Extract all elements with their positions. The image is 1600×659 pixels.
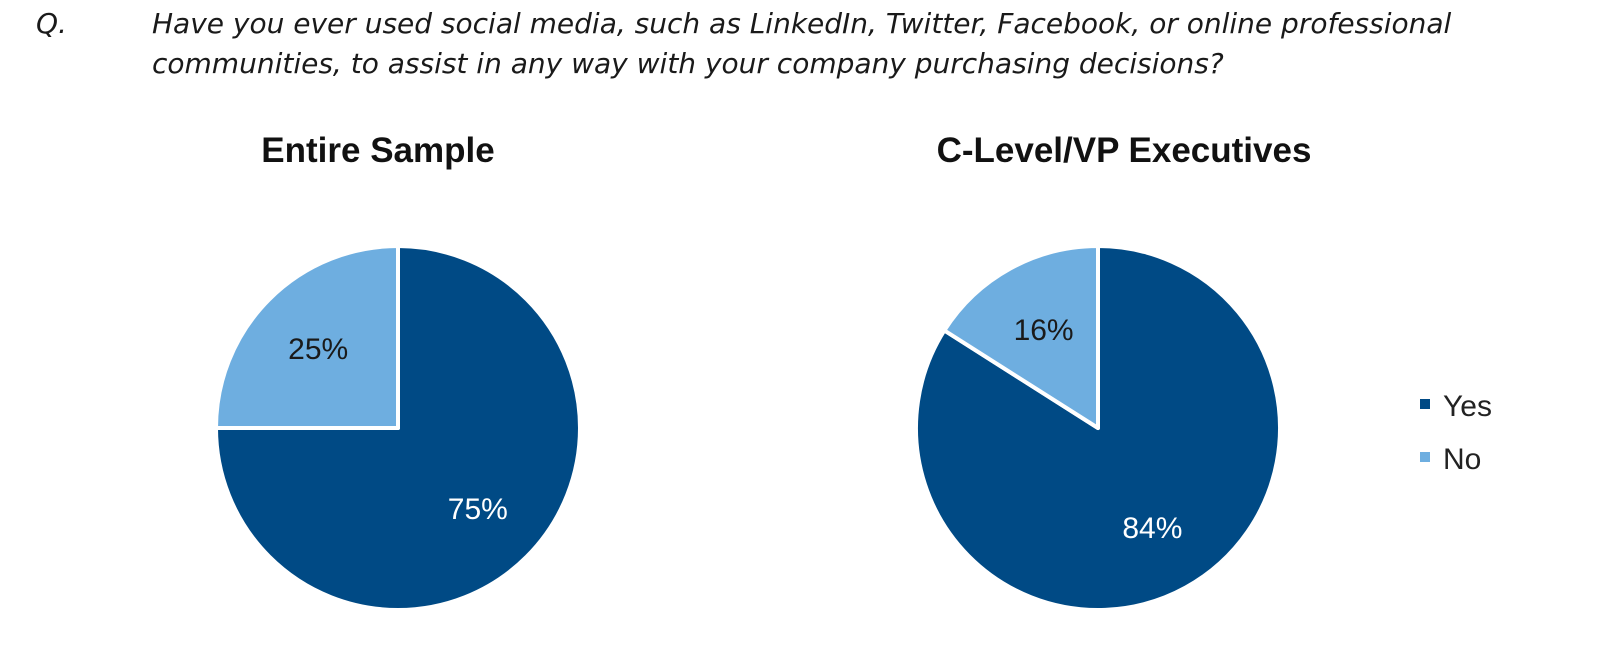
pie-chart-entire-sample: Entire Sample 75% 25% [214,131,582,612]
slice-label-yes: 84% [1122,512,1182,545]
pie-slice-no [942,244,1100,430]
slice-label-no: 16% [1014,314,1074,347]
question-text: Have you ever used social media, such as… [152,7,1452,80]
legend-label-yes: Yes [1443,390,1492,423]
pie-slice-no [214,244,400,430]
legend-label-no: No [1443,443,1481,476]
chart-title: C-Level/VP Executives [937,131,1312,170]
slice-label-no: 25% [288,333,348,366]
legend-swatch-no [1420,452,1430,462]
chart-legend: Yes No [1420,390,1492,476]
slice-label-yes: 75% [448,493,508,526]
legend-item-yes: Yes [1420,390,1492,423]
chart-title: Entire Sample [261,131,494,170]
legend-item-no: No [1420,443,1481,476]
pie-chart-c-level-vp: C-Level/VP Executives 84% 16% [914,131,1312,612]
pie-slice-yes [214,244,582,612]
legend-swatch-yes [1420,399,1430,409]
question-marker: Q. [36,7,67,40]
